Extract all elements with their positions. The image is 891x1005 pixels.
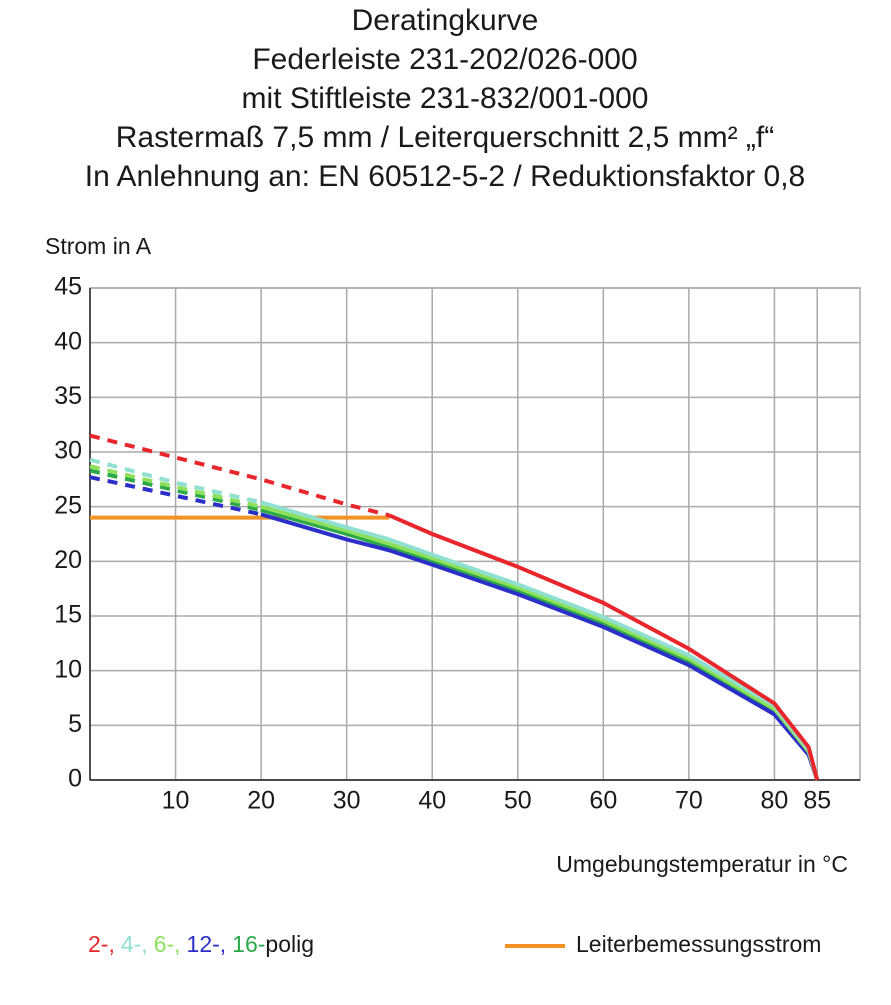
legend-label: 12-,	[187, 931, 227, 957]
x-tick-label: 40	[418, 787, 446, 815]
chart-title: Deratingkurve	[352, 4, 539, 37]
y-tick-label: 0	[68, 765, 82, 793]
y-tick-label: 20	[54, 546, 82, 574]
chart-title: Federleiste 231-202/026-000	[252, 43, 637, 76]
derating-line	[260, 508, 820, 781]
y-axis-label: Strom in A	[45, 233, 152, 259]
x-tick-label: 70	[675, 787, 703, 815]
legend-label: 4-,	[121, 931, 148, 957]
plot-frame	[89, 287, 861, 781]
derating-line-dashed	[89, 468, 262, 512]
y-tick-label: 15	[54, 601, 82, 629]
y-tick-label: 40	[54, 327, 82, 355]
derating-line-dashed	[89, 464, 262, 509]
derating-line	[388, 513, 820, 781]
derating-line-dashed	[89, 475, 262, 517]
y-tick-label: 45	[54, 273, 82, 301]
legend-label: Leiterbemessungsstrom	[576, 931, 821, 957]
chart-title: In Anlehnung an: EN 60512-5-2 / Reduktio…	[85, 160, 805, 193]
legend-label: 6-,	[154, 931, 181, 957]
x-tick-label: 60	[589, 787, 617, 815]
x-tick-label: 50	[504, 787, 532, 815]
y-tick-label: 35	[54, 382, 82, 410]
legend-label: 2-,	[88, 931, 115, 957]
x-tick-label: 80	[761, 787, 789, 815]
x-tick-label: 30	[333, 787, 361, 815]
legend-label: polig	[265, 931, 314, 957]
x-tick-label: 20	[247, 787, 275, 815]
y-tick-label: 25	[54, 491, 82, 519]
chart-title: mit Stiftleiste 231-832/001-000	[242, 82, 649, 115]
chart-title: Rastermaß 7,5 mm / Leiterquerschnitt 2,5…	[116, 121, 775, 154]
derating-line-dashed	[89, 433, 390, 518]
x-tick-label: 10	[162, 787, 190, 815]
derating-line	[260, 504, 820, 781]
y-tick-label: 10	[54, 655, 82, 683]
x-tick-label: 85	[803, 787, 831, 815]
x-axis-label: Umgebungstemperatur in °C	[556, 851, 848, 877]
derating-line-dashed	[89, 457, 262, 505]
derating-line	[260, 512, 820, 781]
y-tick-label: 5	[68, 710, 82, 738]
y-tick-label: 30	[54, 437, 82, 465]
legend-label: 16-	[232, 931, 265, 957]
derating-line	[260, 500, 820, 781]
